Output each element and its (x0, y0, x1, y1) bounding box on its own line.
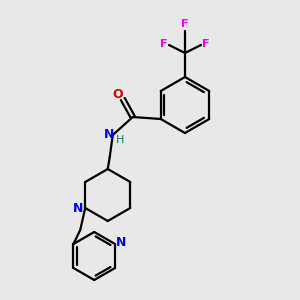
Text: H: H (116, 135, 124, 145)
Text: N: N (116, 236, 126, 250)
Text: O: O (112, 88, 123, 100)
Text: N: N (103, 128, 114, 142)
Text: F: F (160, 39, 168, 49)
Text: F: F (202, 39, 210, 49)
Text: F: F (181, 19, 189, 29)
Text: N: N (73, 202, 83, 214)
